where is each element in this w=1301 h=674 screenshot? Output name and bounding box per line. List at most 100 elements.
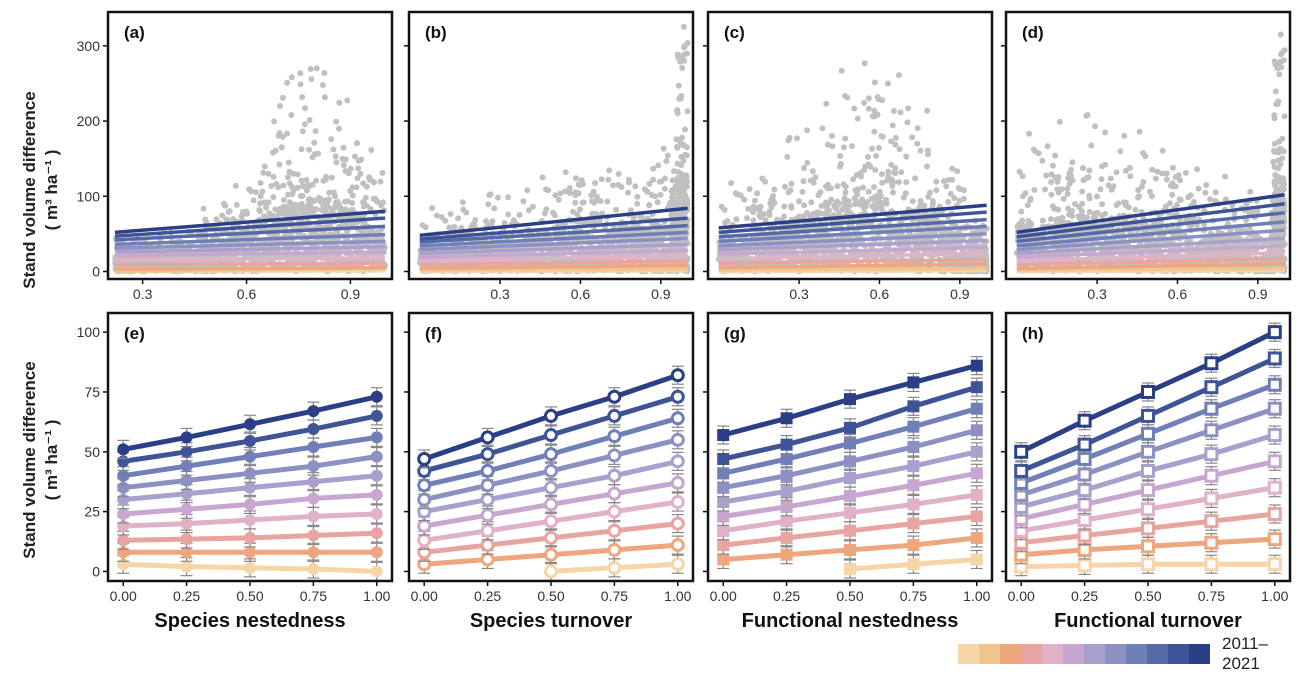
scatter-point bbox=[273, 181, 279, 187]
y-tick-label: 200 bbox=[77, 113, 101, 129]
scatter-point bbox=[849, 143, 855, 149]
scatter-point bbox=[839, 68, 845, 74]
scatter-point bbox=[819, 125, 825, 131]
scatter-point bbox=[300, 128, 306, 134]
scatter-point bbox=[785, 137, 791, 143]
scatter-point bbox=[324, 204, 330, 210]
scatter-point bbox=[671, 168, 677, 174]
scatter-point bbox=[679, 65, 685, 71]
scatter-point bbox=[573, 175, 579, 181]
scatter-point bbox=[788, 181, 794, 187]
scatter-point bbox=[912, 175, 918, 181]
scatter-point bbox=[675, 52, 681, 58]
scatter-point bbox=[579, 177, 585, 183]
scatter-point bbox=[543, 186, 549, 192]
scatter-point bbox=[841, 144, 847, 150]
scatter-point bbox=[725, 218, 731, 224]
scatter-point bbox=[280, 183, 286, 189]
scatter-point bbox=[311, 140, 317, 146]
scatter-point bbox=[897, 146, 903, 152]
scatter-point bbox=[866, 95, 872, 101]
scatter-point bbox=[835, 183, 841, 189]
scatter-point bbox=[927, 190, 933, 196]
scatter-point bbox=[320, 82, 326, 88]
scatter-point bbox=[642, 186, 648, 192]
scatter-point bbox=[530, 204, 536, 210]
scatter-point bbox=[308, 66, 314, 72]
scatter-point bbox=[289, 74, 295, 80]
scatter-point bbox=[878, 193, 884, 199]
scatter-point bbox=[283, 204, 289, 210]
scatter-point bbox=[957, 186, 963, 192]
scatter-point bbox=[634, 194, 640, 200]
fit-line bbox=[115, 263, 385, 265]
scatter-point bbox=[676, 197, 682, 203]
scatter-point bbox=[804, 160, 810, 166]
scatter-point bbox=[650, 177, 656, 183]
scatter-point bbox=[679, 154, 685, 160]
scatter-point bbox=[455, 215, 461, 221]
scatter-point bbox=[448, 211, 454, 217]
scatter-point bbox=[572, 200, 578, 206]
panel-label: (a) bbox=[124, 23, 145, 42]
scatter-point bbox=[306, 147, 312, 153]
scatter-point bbox=[336, 126, 342, 132]
scatter-point bbox=[825, 185, 831, 191]
scatter-point bbox=[266, 199, 272, 205]
scatter-point bbox=[313, 128, 319, 134]
scatter-point bbox=[670, 177, 676, 183]
scatter-point bbox=[855, 186, 861, 192]
scatter-point bbox=[681, 45, 687, 51]
scatter-point bbox=[307, 117, 313, 123]
scatter-point bbox=[865, 154, 871, 160]
scatter-point bbox=[682, 127, 688, 133]
scatter-point bbox=[675, 161, 681, 167]
scatter-point bbox=[801, 165, 807, 171]
scatter-point bbox=[745, 206, 751, 212]
scatter-point bbox=[816, 192, 822, 198]
scatter-point bbox=[662, 186, 668, 192]
fit-line bbox=[115, 268, 385, 270]
scatter-point bbox=[298, 81, 304, 87]
scatter-point bbox=[921, 203, 927, 209]
y-tick-label: 300 bbox=[77, 38, 101, 54]
scatter-point bbox=[903, 179, 909, 185]
scatter-point bbox=[517, 212, 523, 218]
scatter-point bbox=[896, 179, 902, 185]
scatter-point bbox=[616, 171, 622, 177]
scatter-point bbox=[298, 193, 304, 199]
scatter-point bbox=[610, 182, 616, 188]
scatter-point bbox=[837, 164, 843, 170]
scatter-point bbox=[265, 171, 271, 177]
scatter-point bbox=[371, 196, 377, 202]
scatter-point bbox=[262, 164, 268, 170]
scatter-point bbox=[851, 106, 857, 112]
scatter-point bbox=[781, 214, 787, 220]
scatter-point bbox=[626, 177, 632, 183]
scatter-point bbox=[280, 134, 286, 140]
scatter-point bbox=[287, 199, 293, 205]
scatter-point bbox=[754, 190, 760, 196]
scatter-point bbox=[592, 180, 598, 186]
x-tick-label: 0.3 bbox=[133, 286, 153, 302]
scatter-point bbox=[308, 76, 314, 82]
scatter-point bbox=[279, 144, 285, 150]
scatter-point bbox=[223, 216, 229, 222]
scatter-point bbox=[632, 183, 638, 189]
scatter-point bbox=[524, 187, 530, 193]
scatter-point bbox=[588, 192, 594, 198]
scatter-point bbox=[781, 204, 787, 210]
scatter-point bbox=[756, 212, 762, 218]
scatter-point bbox=[918, 198, 924, 204]
scatter-point bbox=[257, 201, 263, 207]
scatter-point bbox=[796, 198, 802, 204]
scatter-point bbox=[909, 134, 915, 140]
scatter-point bbox=[314, 65, 320, 71]
scatter-point bbox=[246, 186, 252, 192]
scatter-point bbox=[505, 211, 511, 217]
scatter-point bbox=[350, 193, 356, 199]
scatter-point bbox=[360, 180, 366, 186]
scatter-point bbox=[646, 202, 652, 208]
scatter-point bbox=[789, 205, 795, 211]
